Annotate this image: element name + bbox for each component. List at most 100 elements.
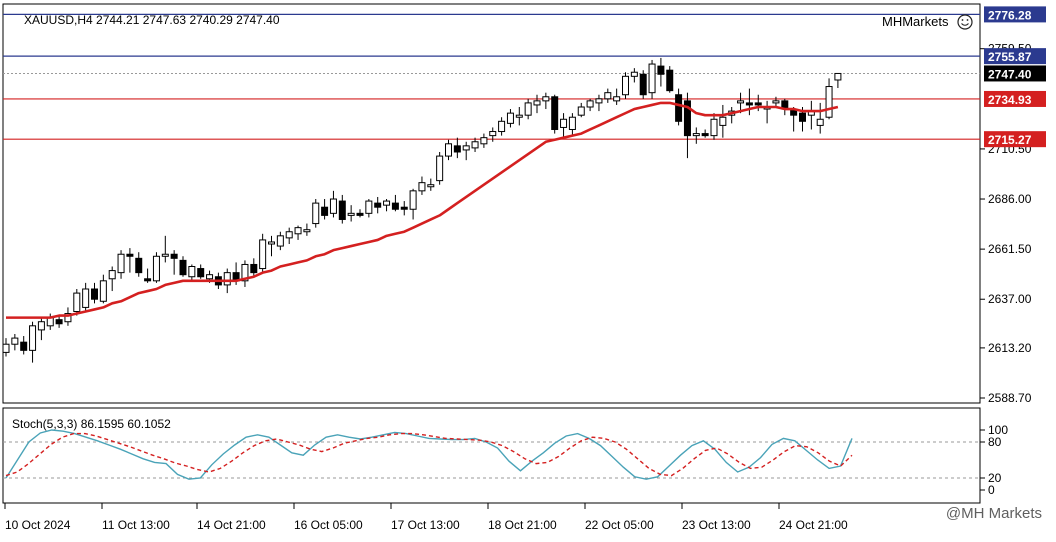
- x-tick-label: 10 Oct 2024: [5, 518, 71, 532]
- candle-body: [577, 106, 585, 116]
- candle-body: [471, 141, 479, 149]
- candle: [259, 233, 267, 273]
- candle: [99, 274, 107, 304]
- smile-logo-icon: [957, 14, 973, 30]
- x-tick-label: 18 Oct 21:00: [488, 518, 557, 532]
- candle-body: [126, 253, 134, 257]
- candle: [294, 225, 302, 240]
- candle: [161, 235, 169, 263]
- candle-body: [737, 100, 745, 104]
- candle-body: [268, 241, 275, 245]
- candle: [418, 176, 426, 195]
- candle-body: [294, 227, 302, 235]
- candle-body: [152, 255, 160, 282]
- candle-body: [91, 288, 98, 300]
- candle-body: [29, 325, 37, 351]
- candle-body: [701, 133, 709, 137]
- candle-body: [338, 200, 346, 220]
- candle-body: [772, 100, 780, 104]
- candle-body: [666, 69, 674, 92]
- candle: [462, 141, 470, 161]
- candle-body: [445, 143, 452, 157]
- candle: [383, 199, 391, 212]
- level-badge: [984, 48, 1046, 65]
- candle: [480, 133, 488, 148]
- stochastic-plot: [3, 429, 980, 480]
- candle-body: [2, 343, 10, 353]
- broker-logo-text: MHMarkets: [882, 14, 949, 29]
- symbol-ohlc-label: XAUUSD,H4 2744.21 2747.63 2740.29 2747.4…: [24, 13, 280, 27]
- candle: [356, 209, 364, 218]
- candle-body: [418, 182, 426, 192]
- candle: [117, 250, 125, 279]
- candle: [29, 321, 37, 363]
- candle-body: [285, 231, 293, 239]
- current-price-badge-text: 2747.40: [988, 67, 1032, 81]
- x-tick-label: 23 Oct 13:00: [682, 518, 751, 532]
- stoch-tick-label: 0: [988, 483, 995, 497]
- candle: [533, 94, 541, 114]
- candle: [11, 333, 19, 351]
- candle: [737, 92, 745, 114]
- candle: [73, 289, 81, 316]
- candle: [622, 72, 629, 99]
- x-tick-label: 11 Oct 13:00: [102, 518, 170, 532]
- candle-body: [427, 184, 435, 188]
- candle-body: [436, 155, 444, 182]
- candle-body: [197, 268, 205, 278]
- candle: [82, 282, 90, 312]
- candle: [542, 92, 550, 110]
- candle-body: [825, 86, 833, 118]
- candle: [400, 201, 408, 216]
- candle-body: [55, 319, 63, 325]
- candle-body: [356, 212, 364, 216]
- candle: [498, 117, 506, 136]
- candle: [657, 57, 665, 87]
- stoch-tick-label: 100: [988, 423, 1008, 437]
- candle: [391, 194, 399, 212]
- stoch-tick-label: 20: [988, 471, 1002, 485]
- candle: [683, 92, 691, 159]
- stoch-frame: [2, 407, 981, 504]
- candle-body: [312, 202, 320, 225]
- candle: [692, 127, 700, 144]
- candle-body: [551, 96, 559, 130]
- candle-body: [117, 253, 125, 274]
- candle: [436, 151, 444, 185]
- candle: [489, 127, 497, 142]
- candle: [825, 78, 833, 120]
- candle-body: [639, 73, 647, 96]
- candle: [365, 199, 373, 218]
- candle-body: [568, 116, 576, 130]
- main-plot: [2, 13, 980, 363]
- candle: [577, 102, 585, 118]
- time-axis: 10 Oct 2024 11 Oct 13:00 14 Oct 21:00 16 Oc…: [4, 503, 848, 532]
- candle-body: [480, 137, 488, 145]
- y-tick-label: 2686.00: [988, 192, 1032, 206]
- candle-body: [604, 92, 612, 100]
- candle: [250, 258, 258, 277]
- candle: [91, 282, 98, 304]
- candle: [409, 188, 417, 220]
- candle-body: [20, 341, 28, 351]
- candle: [126, 248, 134, 273]
- stoch-series-line: [5, 429, 853, 480]
- candle: [560, 113, 568, 138]
- candle: [108, 266, 116, 292]
- candle: [329, 190, 337, 218]
- candle-body: [135, 257, 143, 274]
- candle-body: [161, 253, 169, 257]
- candle: [666, 66, 674, 93]
- level-badge: [984, 6, 1046, 23]
- candle-body: [170, 253, 178, 259]
- candle-body: [595, 98, 603, 104]
- candle-body: [648, 63, 656, 94]
- candle: [312, 199, 320, 228]
- candle-body: [710, 118, 718, 137]
- candle: [37, 317, 45, 341]
- candle-body: [586, 100, 594, 108]
- candle: [772, 96, 780, 107]
- candle-body: [799, 112, 806, 122]
- candle: [506, 109, 514, 128]
